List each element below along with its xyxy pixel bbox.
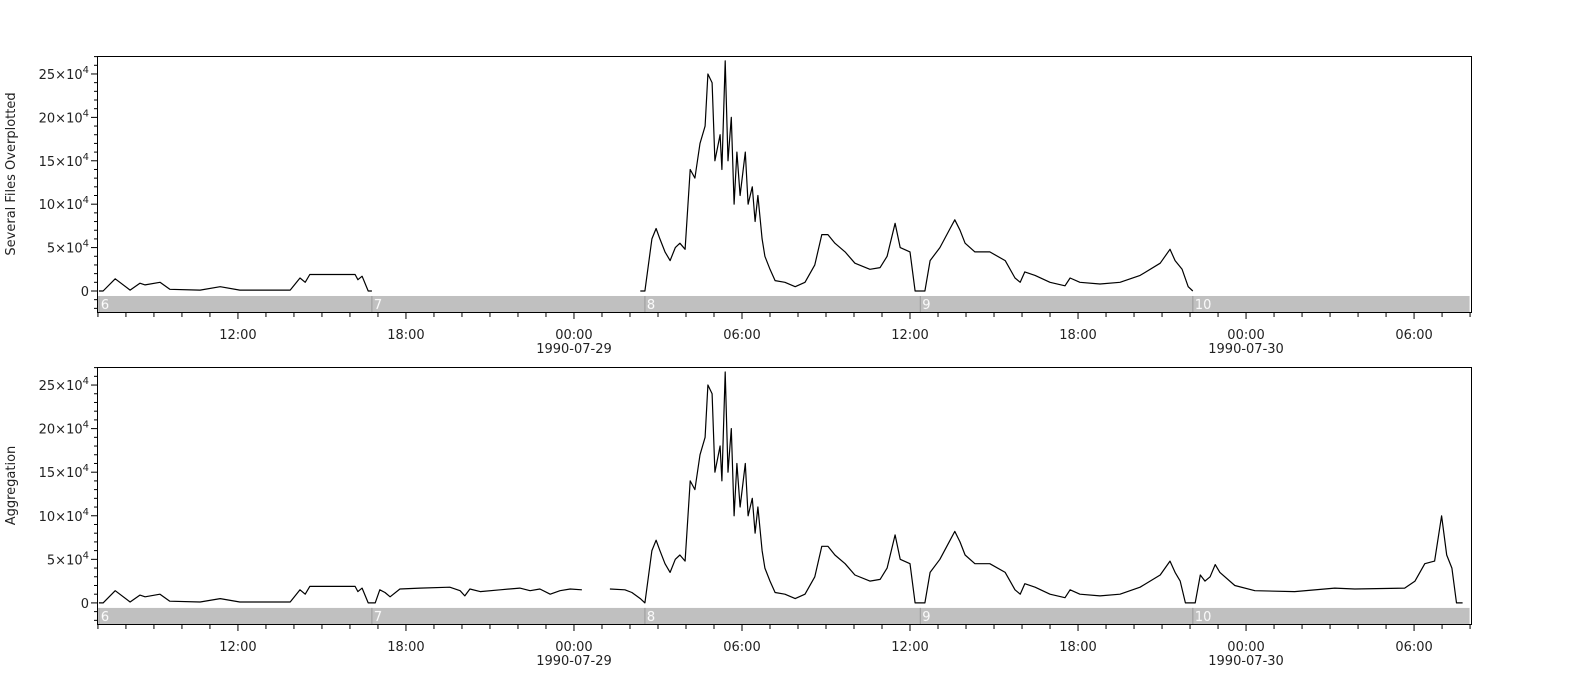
file-segment-bar bbox=[644, 295, 921, 312]
x-tick-label: 12:00 bbox=[891, 328, 928, 343]
x-tick-label: 18:00 bbox=[1059, 328, 1096, 343]
x-tick-label: 06:00 bbox=[723, 328, 760, 343]
x-tick-label: 06:00 bbox=[723, 640, 760, 655]
y-tick-label: 20×104 bbox=[39, 420, 89, 438]
file-segment-label: 8 bbox=[647, 610, 655, 625]
file-segment-bar bbox=[644, 607, 921, 624]
data-series-line bbox=[98, 60, 1194, 292]
y-tick-label: 5×104 bbox=[47, 239, 89, 257]
x-tick-label: 12:00 bbox=[219, 640, 256, 655]
file-segment-bar bbox=[920, 607, 1193, 624]
plot-frame bbox=[97, 56, 1472, 313]
file-segment-bar bbox=[1192, 607, 1470, 624]
y-tick-label: 0 bbox=[81, 285, 89, 300]
x-tick-label: 18:00 bbox=[387, 328, 424, 343]
file-segment-label: 7 bbox=[374, 610, 382, 625]
y-tick-label: 5×104 bbox=[47, 550, 89, 568]
x-tick-date-label: 1990-07-29 bbox=[536, 654, 612, 669]
x-tick-label: 06:00 bbox=[1395, 328, 1432, 343]
file-segment-label: 6 bbox=[101, 610, 109, 625]
y-tick-label: 25×104 bbox=[39, 65, 89, 83]
file-segment-bar bbox=[920, 295, 1193, 312]
file-segment-label: 8 bbox=[647, 298, 655, 313]
x-tick-label: 00:00 bbox=[555, 328, 592, 343]
x-tick-date-label: 1990-07-29 bbox=[536, 342, 612, 357]
y-tick-label: 10×104 bbox=[39, 507, 89, 525]
chart-panel-1: 6 7 8 9 10 0 5×104 10×104 15×104 20×104 25×104 Seve… bbox=[4, 56, 1472, 357]
file-segment-bar bbox=[1192, 295, 1470, 312]
file-segment-bar bbox=[371, 295, 645, 312]
x-tick-label: 00:00 bbox=[1227, 328, 1264, 343]
y-tick-label: 20×104 bbox=[39, 108, 89, 126]
y-tick-label: 0 bbox=[81, 597, 89, 612]
x-tick-date-label: 1990-07-30 bbox=[1208, 342, 1284, 357]
x-tick-label: 06:00 bbox=[1395, 640, 1432, 655]
x-tick-label: 00:00 bbox=[1227, 640, 1264, 655]
x-tick-label: 18:00 bbox=[1059, 640, 1096, 655]
x-tick-label: 12:00 bbox=[891, 640, 928, 655]
file-segment-bar bbox=[98, 607, 372, 624]
x-tick-label: 18:00 bbox=[387, 640, 424, 655]
y-tick-label: 10×104 bbox=[39, 195, 89, 213]
file-segment-bar bbox=[98, 295, 372, 312]
y-tick-label: 15×104 bbox=[39, 463, 89, 481]
file-segment-bar bbox=[371, 607, 645, 624]
file-segment-label: 7 bbox=[374, 298, 382, 313]
x-tick-date-label: 1990-07-30 bbox=[1208, 654, 1284, 669]
plot-frame bbox=[97, 367, 1472, 625]
y-axis-label: Several Files Overplotted bbox=[4, 92, 19, 255]
x-tick-label: 12:00 bbox=[219, 328, 256, 343]
y-axis-label: Aggregation bbox=[4, 446, 19, 526]
y-tick-label: 25×104 bbox=[39, 376, 89, 394]
file-segment-label: 6 bbox=[101, 298, 109, 313]
data-series-line bbox=[98, 371, 1463, 604]
y-tick-label: 15×104 bbox=[39, 152, 89, 170]
file-segment-label: 10 bbox=[1195, 298, 1212, 313]
file-segment-label: 9 bbox=[922, 610, 930, 625]
file-segment-label: 9 bbox=[922, 298, 930, 313]
x-tick-label: 00:00 bbox=[555, 640, 592, 655]
chart-panel-2: 6 7 8 9 10 0 5×104 10×104 15×104 20×104 25×104 Aggr… bbox=[4, 367, 1472, 669]
file-segment-label: 10 bbox=[1195, 610, 1212, 625]
